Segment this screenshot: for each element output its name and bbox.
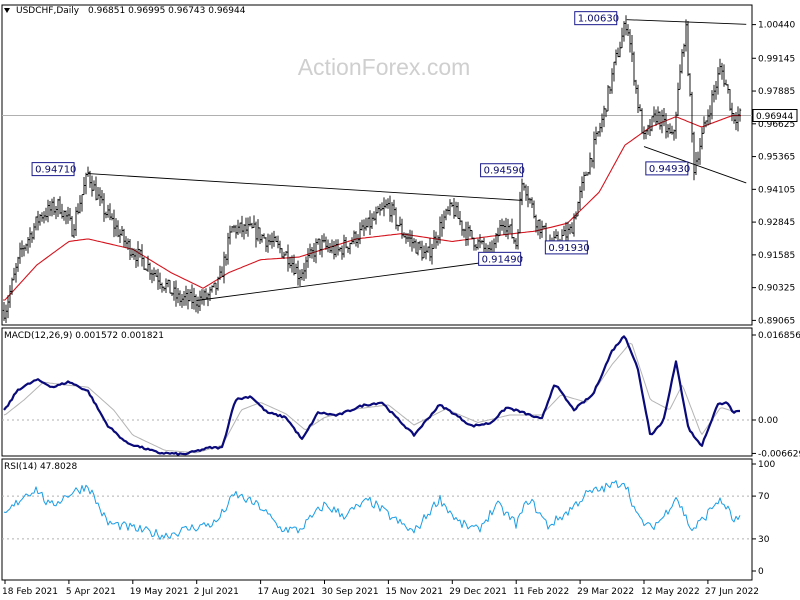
trendline (196, 256, 523, 301)
chart-header-ohlc: 0.96851 0.96995 0.96743 0.96944 (88, 6, 246, 16)
trendlines (88, 19, 747, 301)
price-tick-label: 0.92845 (758, 218, 795, 228)
rsi-line (3, 480, 741, 540)
current-price-label: 0.96944 (756, 112, 793, 122)
rsi-y-axis: 100 70 30 0 (752, 460, 775, 577)
level-label: 0.91490 (478, 251, 523, 266)
macd-lines (3, 335, 740, 456)
price-tick-label: 0.97885 (758, 87, 795, 97)
price-tick-label: 0.95365 (758, 153, 795, 163)
time-tick-label: 12 May 2022 (641, 587, 700, 597)
level-label: 0.94710 (31, 162, 76, 177)
price-tick-label: 0.89065 (758, 316, 795, 326)
level-label-box (544, 240, 588, 255)
level-label: 0.94930 (645, 161, 690, 176)
price-y-axis: 1.00440 0.99145 0.97885 0.96625 0.95365 0.941… (752, 21, 798, 326)
rsi-tick-label: 100 (758, 460, 775, 470)
chart-header-symbol: USDCHF,Daily (16, 6, 80, 16)
price-bar (738, 108, 742, 122)
rsi-path (3, 480, 741, 540)
level-label-text: 0.91930 (548, 243, 589, 254)
current-price-box (752, 109, 798, 123)
rsi-grid (2, 495, 752, 540)
time-axis: 18 Feb 2021 5 Apr 2021 19 May 2021 2 Jul 20… (2, 580, 759, 597)
price-tick-label: 0.90325 (758, 284, 795, 294)
level-label: 1.00630 (574, 11, 619, 26)
time-tick-label: 15 Nov 2021 (385, 587, 443, 597)
header-triangle-icon (4, 8, 10, 13)
time-tick-label: 18 Feb 2021 (2, 587, 58, 597)
level-label-text: 0.94930 (649, 164, 690, 175)
panel-frame-2 (1, 327, 753, 457)
panel-frame-3 (1, 458, 753, 581)
trendline (643, 146, 747, 184)
price-level-labels: 0.94710 0.91490 0.94590 0.91930 1.00630 0.949… (31, 11, 690, 266)
level-label-box (31, 162, 75, 177)
price-tick-label: 0.96625 (758, 120, 795, 130)
macd-signal-line (3, 342, 740, 454)
level-label: 0.94590 (480, 163, 525, 178)
level-label-text: 0.91490 (482, 254, 523, 265)
time-tick-label: 5 Apr 2021 (66, 587, 116, 597)
price-tick-label: 0.94105 (758, 185, 795, 195)
level-label-text: 0.94590 (484, 166, 525, 177)
price-candles (2, 15, 742, 324)
level-label-text: 1.00630 (578, 14, 619, 25)
price-tick-label: 1.00440 (758, 21, 795, 31)
rsi-tick-label: 30 (758, 535, 770, 545)
rsi-title: RSI(14) 47.8028 (4, 462, 77, 472)
level-label-box (478, 251, 522, 266)
time-tick-label: 11 Feb 2022 (513, 587, 569, 597)
level-label-box (480, 163, 524, 178)
macd-y-axis: 0.016856 0.00 -0.006629 (752, 331, 800, 459)
macd-tick-label: 0.00 (758, 416, 778, 426)
trendline (88, 173, 523, 201)
macd-tick-label: -0.006629 (758, 449, 800, 459)
level-label-box (574, 11, 618, 26)
time-tick-label: 19 May 2021 (130, 587, 189, 597)
rsi-tick-label: 70 (758, 492, 770, 502)
macd-main-line (3, 335, 740, 456)
macd-tick-label: 0.016856 (758, 331, 800, 341)
level-label: 0.91930 (544, 240, 590, 255)
rsi-tick-label: 0 (758, 567, 764, 577)
level-label-box (645, 161, 689, 176)
time-tick-label: 17 Aug 2021 (258, 587, 316, 597)
panel-frames (1, 4, 753, 581)
panel-frame-1 (1, 4, 753, 326)
time-tick-label: 30 Sep 2021 (322, 587, 379, 597)
time-tick-label: 29 Dec 2021 (449, 587, 507, 597)
watermark: ActionForex.com (298, 54, 471, 80)
price-tick-label: 0.91585 (758, 251, 795, 261)
time-tick-label: 2 Jul 2021 (194, 587, 239, 597)
trendline (626, 19, 747, 25)
time-tick-label: 29 Mar 2022 (577, 587, 634, 597)
time-tick-label: 27 Jun 2022 (705, 587, 759, 597)
price-tick-label: 0.99145 (758, 54, 795, 64)
level-label-text: 0.94710 (35, 165, 76, 176)
macd-title: MACD(12,26,9) 0.001572 0.001821 (4, 331, 164, 341)
